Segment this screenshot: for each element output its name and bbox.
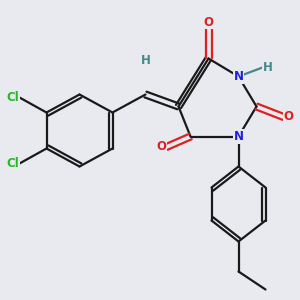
Text: O: O xyxy=(284,110,293,124)
Text: Cl: Cl xyxy=(7,91,20,104)
Text: O: O xyxy=(157,140,166,154)
Text: H: H xyxy=(262,61,272,74)
Text: H: H xyxy=(141,55,150,68)
Text: Cl: Cl xyxy=(7,157,20,170)
Text: N: N xyxy=(233,70,244,83)
Text: N: N xyxy=(233,130,244,143)
Text: O: O xyxy=(203,16,214,28)
